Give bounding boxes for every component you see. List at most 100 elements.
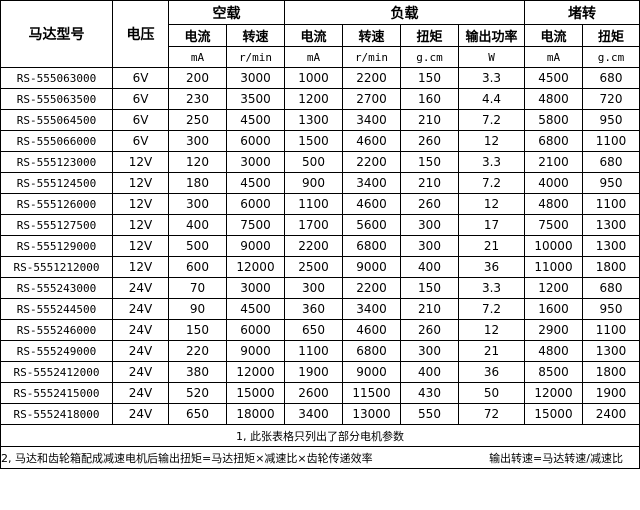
- model-cell: RS-555063500: [0, 88, 113, 110]
- table-row: RS-5551212000 12V 600 12000 2500 9000 400 36 110…: [0, 256, 640, 278]
- column-header: 输出功率: [458, 24, 525, 47]
- table-row: RS-555066000 6V 300 6000 1500 4600 260 12 6800 11…: [0, 130, 640, 152]
- value-cell: 4600: [342, 319, 401, 341]
- model-cell: RS-5552415000: [0, 382, 113, 404]
- value-cell: 550: [400, 403, 459, 425]
- model-cell: RS-5551212000: [0, 256, 113, 278]
- value-cell: 3400: [342, 172, 401, 194]
- voltage-cell: 24V: [112, 403, 169, 425]
- unit-header: r/min: [226, 46, 285, 68]
- value-cell: 36: [458, 256, 525, 278]
- column-header: 转速: [226, 24, 285, 47]
- value-cell: 4600: [342, 130, 401, 152]
- motor-spec-sheet: 马达型号 电压 空载 负载 堵转 电流 转速 电流 转速 扭矩 输出功率 电流 扭矩 mA r/…: [0, 0, 640, 469]
- value-cell: 1600: [524, 298, 583, 320]
- value-cell: 230: [168, 88, 227, 110]
- value-cell: 600: [168, 256, 227, 278]
- value-cell: 11000: [524, 256, 583, 278]
- unit-header: W: [458, 46, 525, 68]
- value-cell: 300: [400, 235, 459, 257]
- column-header: 转速: [342, 24, 401, 47]
- value-cell: 15000: [524, 403, 583, 425]
- value-cell: 400: [168, 214, 227, 236]
- value-cell: 4800: [524, 193, 583, 215]
- header-voltage: 电压: [112, 0, 169, 68]
- header-stall: 堵转: [524, 0, 640, 25]
- value-cell: 7500: [226, 214, 285, 236]
- value-cell: 4800: [524, 88, 583, 110]
- value-cell: 1300: [284, 109, 343, 131]
- value-cell: 3000: [226, 277, 285, 299]
- value-cell: 10000: [524, 235, 583, 257]
- value-cell: 500: [284, 151, 343, 173]
- table-row: RS-555246000 24V 150 6000 650 4600 260 12 2900 11…: [0, 319, 640, 341]
- value-cell: 12: [458, 193, 525, 215]
- value-cell: 4500: [226, 172, 285, 194]
- value-cell: 950: [582, 109, 640, 131]
- table-row: RS-555063500 6V 230 3500 1200 2700 160 4.4 4800 7…: [0, 88, 640, 110]
- voltage-cell: 24V: [112, 340, 169, 362]
- table-row: RS-555064500 6V 250 4500 1300 3400 210 7.2 5800 9…: [0, 109, 640, 131]
- header-load: 负载: [284, 0, 525, 25]
- value-cell: 260: [400, 319, 459, 341]
- table-row: RS-555127500 12V 400 7500 1700 5600 300 17 7500 1…: [0, 214, 640, 236]
- table-row: RS-555243000 24V 70 3000 300 2200 150 3.3 1200 68…: [0, 277, 640, 299]
- value-cell: 13000: [342, 403, 401, 425]
- value-cell: 1000: [284, 67, 343, 89]
- value-cell: 3400: [342, 298, 401, 320]
- value-cell: 2900: [524, 319, 583, 341]
- voltage-cell: 12V: [112, 193, 169, 215]
- voltage-cell: 24V: [112, 319, 169, 341]
- value-cell: 9000: [342, 256, 401, 278]
- voltage-cell: 6V: [112, 88, 169, 110]
- value-cell: 1100: [582, 193, 640, 215]
- value-cell: 120: [168, 151, 227, 173]
- voltage-cell: 12V: [112, 151, 169, 173]
- value-cell: 72: [458, 403, 525, 425]
- unit-header: mA: [168, 46, 227, 68]
- column-header: 电流: [524, 24, 583, 47]
- value-cell: 300: [168, 193, 227, 215]
- value-cell: 90: [168, 298, 227, 320]
- value-cell: 9000: [226, 340, 285, 362]
- value-cell: 3.3: [458, 151, 525, 173]
- value-cell: 6800: [524, 130, 583, 152]
- value-cell: 680: [582, 151, 640, 173]
- value-cell: 4000: [524, 172, 583, 194]
- header-row-columns: 电流 转速 电流 转速 扭矩 输出功率 电流 扭矩: [1, 24, 640, 47]
- value-cell: 400: [400, 361, 459, 383]
- model-cell: RS-555129000: [0, 235, 113, 257]
- model-cell: RS-5552412000: [0, 361, 113, 383]
- value-cell: 210: [400, 298, 459, 320]
- value-cell: 250: [168, 109, 227, 131]
- column-header: 电流: [168, 24, 227, 47]
- value-cell: 5600: [342, 214, 401, 236]
- value-cell: 1300: [582, 214, 640, 236]
- model-cell: RS-555124500: [0, 172, 113, 194]
- column-header: 扭矩: [582, 24, 640, 47]
- value-cell: 680: [582, 277, 640, 299]
- value-cell: 1900: [582, 382, 640, 404]
- unit-header: mA: [284, 46, 343, 68]
- value-cell: 900: [284, 172, 343, 194]
- value-cell: 4500: [226, 298, 285, 320]
- unit-header: g.cm: [582, 46, 640, 68]
- value-cell: 4.4: [458, 88, 525, 110]
- value-cell: 2200: [284, 235, 343, 257]
- value-cell: 1800: [582, 256, 640, 278]
- value-cell: 360: [284, 298, 343, 320]
- model-cell: RS-555066000: [0, 130, 113, 152]
- value-cell: 2600: [284, 382, 343, 404]
- value-cell: 4600: [342, 193, 401, 215]
- value-cell: 720: [582, 88, 640, 110]
- value-cell: 4800: [524, 340, 583, 362]
- value-cell: 6000: [226, 130, 285, 152]
- voltage-cell: 24V: [112, 298, 169, 320]
- value-cell: 220: [168, 340, 227, 362]
- value-cell: 1100: [582, 130, 640, 152]
- value-cell: 1100: [284, 340, 343, 362]
- value-cell: 11500: [342, 382, 401, 404]
- value-cell: 8500: [524, 361, 583, 383]
- value-cell: 15000: [226, 382, 285, 404]
